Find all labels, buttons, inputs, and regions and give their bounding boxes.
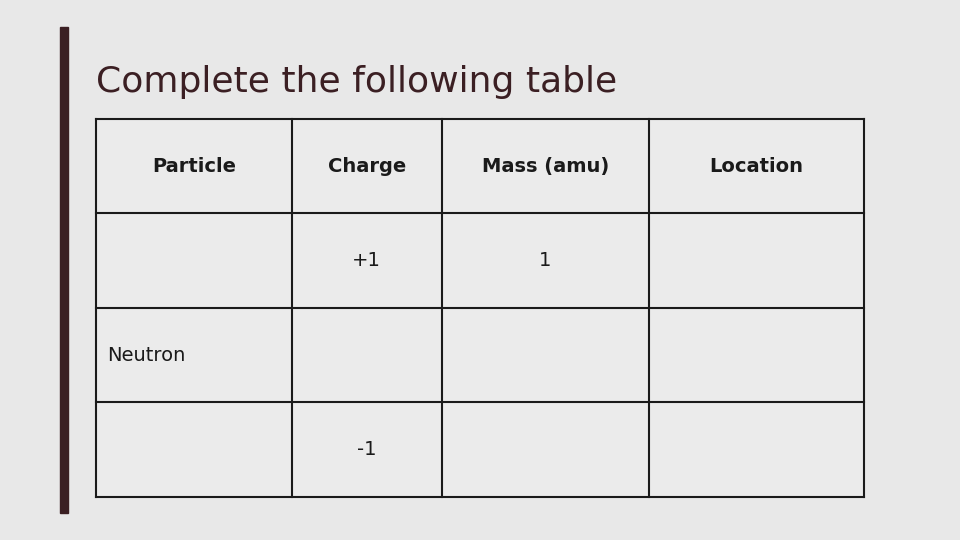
Text: Charge: Charge — [327, 157, 406, 176]
Text: Mass (amu): Mass (amu) — [482, 157, 609, 176]
Text: +1: +1 — [352, 251, 381, 270]
Text: -1: -1 — [357, 440, 376, 459]
Text: Particle: Particle — [152, 157, 236, 176]
Text: 1: 1 — [540, 251, 551, 270]
Text: Location: Location — [709, 157, 804, 176]
Text: Neutron: Neutron — [108, 346, 186, 365]
Text: Complete the following table: Complete the following table — [96, 65, 617, 99]
